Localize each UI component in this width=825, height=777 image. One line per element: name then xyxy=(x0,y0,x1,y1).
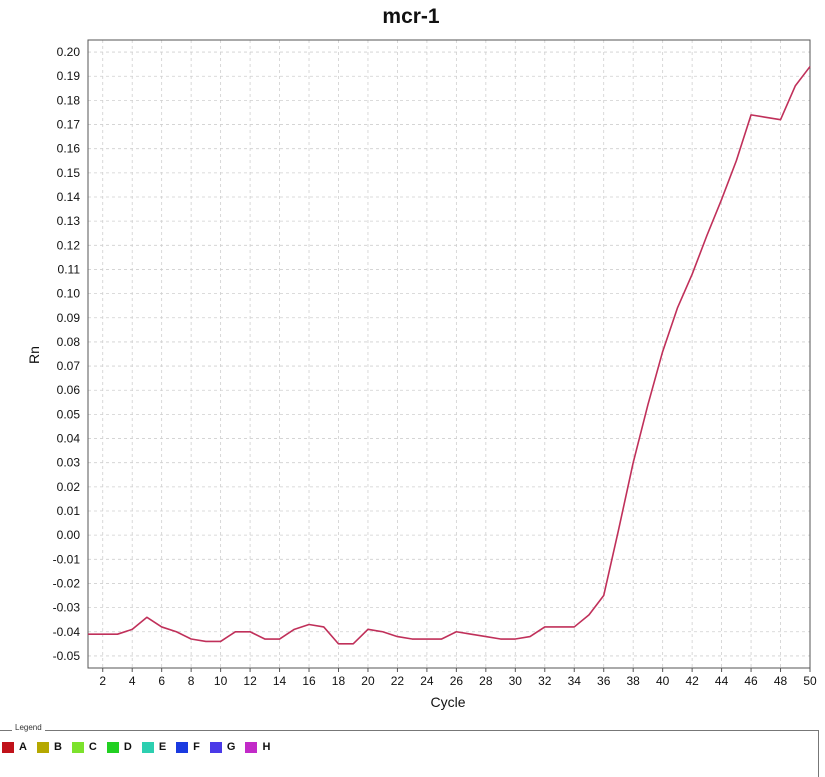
legend-label: D xyxy=(123,741,132,753)
chart: mcr-1 -0.05 -0.04 -0.03 -0.02 -0.01 0.00 0.01 0… xyxy=(26,5,817,710)
legend-entry: A xyxy=(2,741,27,753)
legend-label: B xyxy=(53,741,62,753)
y-tick-label: 0.06 xyxy=(57,383,81,397)
x-tick-label: 24 xyxy=(420,674,434,688)
legend-swatch xyxy=(209,741,222,753)
x-tick-label: 50 xyxy=(803,674,817,688)
y-axis-ticks: -0.05 -0.04 -0.03 -0.02 -0.01 0.00 0.01 0.02 0.0… xyxy=(53,45,81,663)
y-tick-label: 0.03 xyxy=(57,456,81,470)
legend-swatch xyxy=(106,741,119,753)
x-tick-label: 14 xyxy=(273,674,287,688)
y-tick-label: 0.05 xyxy=(57,407,81,421)
x-tick-label: 20 xyxy=(361,674,375,688)
legend-swatch xyxy=(36,741,49,753)
series-line-0 xyxy=(88,66,811,645)
x-tick-label: 4 xyxy=(129,674,136,688)
y-tick-label: -0.03 xyxy=(53,601,81,615)
y-tick-label: -0.01 xyxy=(53,552,81,566)
y-tick-label: 0.08 xyxy=(57,335,81,349)
y-tick-label: 0.14 xyxy=(57,190,81,204)
y-tick-label: 0.15 xyxy=(57,166,81,180)
legend-label: G xyxy=(226,741,236,753)
y-tick-label: -0.05 xyxy=(53,649,81,663)
legend-swatch xyxy=(245,741,258,753)
x-tick-label: 10 xyxy=(214,674,228,688)
x-tick-label: 42 xyxy=(685,674,699,688)
x-axis-ticks: 2 4 6 8 10 12 14 16 18 20 22 24 26 28 30 32 34 36 38 40 42 44… xyxy=(99,668,817,688)
legend-label: C xyxy=(88,741,97,753)
y-tick-label: 0.10 xyxy=(57,287,81,301)
legend-entry: F xyxy=(176,741,200,753)
y-tick-label: 0.07 xyxy=(57,359,81,373)
legend-label: H xyxy=(262,741,271,753)
legend-label: A xyxy=(19,741,27,753)
x-axis-label: Cycle xyxy=(430,694,465,710)
legend: Legend A B C D E F G H xyxy=(0,723,820,777)
legend-entry: E xyxy=(141,741,167,753)
legend-entry: G xyxy=(209,741,236,753)
y-tick-label: 0.12 xyxy=(57,238,81,252)
chart-title: mcr-1 xyxy=(382,5,440,28)
legend-swatch xyxy=(2,741,14,753)
x-tick-label: 34 xyxy=(568,674,582,688)
x-tick-label: 12 xyxy=(243,674,257,688)
x-tick-label: 46 xyxy=(744,674,758,688)
y-tick-label: 0.01 xyxy=(57,504,81,518)
legend-items: A B C D E F G H xyxy=(2,741,270,753)
y-tick-label: 0.11 xyxy=(58,262,81,276)
legend-swatch xyxy=(71,741,84,753)
y-tick-label: 0.04 xyxy=(57,432,81,446)
series-layer xyxy=(88,66,811,645)
x-tick-label: 8 xyxy=(188,674,195,688)
x-tick-label: 44 xyxy=(715,674,729,688)
legend-title: Legend xyxy=(12,723,45,732)
x-tick-label: 32 xyxy=(538,674,552,688)
y-tick-label: -0.02 xyxy=(53,576,81,590)
y-tick-label: 0.17 xyxy=(57,118,81,132)
x-tick-label: 26 xyxy=(450,674,464,688)
x-tick-label: 22 xyxy=(391,674,405,688)
y-tick-label: 0.13 xyxy=(57,214,81,228)
plot-area xyxy=(87,39,811,669)
x-tick-label: 36 xyxy=(597,674,611,688)
y-tick-label: 0.09 xyxy=(57,311,81,325)
y-tick-label: 0.18 xyxy=(57,93,81,107)
legend-swatch xyxy=(141,741,154,753)
x-tick-label: 48 xyxy=(774,674,788,688)
legend-entry: B xyxy=(36,741,62,753)
y-tick-label: -0.04 xyxy=(53,625,81,639)
x-tick-label: 38 xyxy=(627,674,641,688)
x-tick-label: 6 xyxy=(158,674,165,688)
legend-entry: C xyxy=(71,741,97,753)
x-tick-label: 40 xyxy=(656,674,670,688)
y-tick-label: 0.19 xyxy=(57,69,81,83)
grid-layer xyxy=(88,40,811,668)
x-tick-label: 18 xyxy=(332,674,346,688)
legend-entry: D xyxy=(106,741,132,753)
legend-entry: H xyxy=(245,741,270,753)
x-tick-label: 2 xyxy=(99,674,106,688)
legend-box xyxy=(0,730,819,777)
legend-label: F xyxy=(193,741,200,753)
x-tick-label: 30 xyxy=(509,674,523,688)
legend-swatch xyxy=(176,741,189,753)
y-tick-label: 0.00 xyxy=(57,528,81,542)
x-tick-label: 28 xyxy=(479,674,493,688)
legend-label: E xyxy=(158,741,167,753)
x-tick-label: 16 xyxy=(302,674,316,688)
y-tick-label: 0.20 xyxy=(57,45,81,59)
y-axis-label: Rn xyxy=(26,346,42,364)
y-tick-label: 0.16 xyxy=(57,142,81,156)
y-tick-label: 0.02 xyxy=(57,480,81,494)
